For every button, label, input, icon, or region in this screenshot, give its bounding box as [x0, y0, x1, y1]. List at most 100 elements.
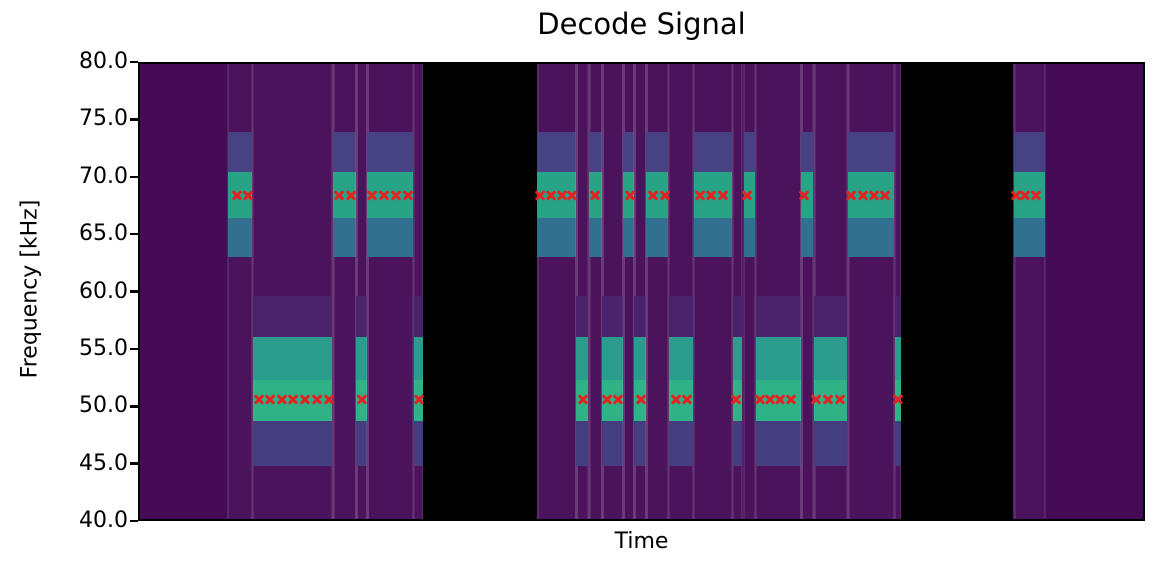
column-edge-stripe [812, 64, 815, 519]
column-edge-stripe [645, 64, 648, 519]
column-edge-stripe [355, 64, 358, 519]
column-edge-stripe [692, 64, 696, 519]
column-edge-stripe [355, 64, 358, 519]
column-edge-stripe [1013, 64, 1016, 519]
column-edge-stripe [633, 64, 636, 519]
decode-marker-high [695, 190, 705, 200]
column-edge-stripe [536, 64, 539, 519]
column-edge-stripe [691, 64, 695, 519]
band-low [413, 337, 423, 381]
band-low [634, 337, 646, 381]
band-high [801, 132, 814, 173]
y-tick-mark [130, 118, 138, 121]
band-low [602, 421, 624, 466]
band-low [732, 421, 742, 466]
decode-marker-low [300, 395, 310, 405]
decode-marker-high [379, 190, 389, 200]
decode-marker-low [312, 395, 322, 405]
decode-marker-high [403, 190, 413, 200]
y-tick-label: 75.0 [79, 106, 128, 132]
chart-title: Decode Signal [537, 7, 746, 41]
column-edge-stripe [731, 64, 735, 519]
band-high [801, 217, 814, 258]
decode-marker-low [811, 395, 821, 405]
column-edge-stripe [251, 64, 255, 519]
decode-marker-high [535, 190, 545, 200]
band-low [252, 421, 333, 466]
y-tick-label: 80.0 [79, 49, 128, 74]
decode-marker-high [334, 190, 344, 200]
column-edge-stripe [800, 64, 803, 519]
band-high [693, 217, 732, 258]
band-high [367, 132, 413, 173]
band-high [693, 132, 732, 173]
decode-marker-high [590, 190, 600, 200]
band-low [894, 296, 901, 337]
band-low [576, 296, 589, 337]
column-edge-stripe [847, 64, 850, 519]
column-edge-stripe [332, 64, 335, 519]
band-low [413, 296, 423, 337]
band-high [848, 132, 894, 173]
band-low [252, 337, 333, 381]
decode-marker-low [893, 395, 903, 405]
band-high [589, 217, 603, 258]
decode-marker-low [636, 395, 646, 405]
band-high [1014, 132, 1045, 173]
decode-marker-low [288, 395, 298, 405]
decode-marker-low [613, 395, 623, 405]
decode-marker-low [835, 395, 845, 405]
band-low [602, 296, 624, 337]
column-edge-stripe [331, 64, 334, 519]
band-low [634, 296, 646, 337]
decode-marker-high [660, 190, 670, 200]
column-edge-stripe [846, 64, 849, 519]
plot-area [138, 62, 1145, 521]
decode-marker-low [786, 395, 796, 405]
band-high [367, 217, 413, 258]
band-low [814, 296, 848, 337]
y-tick-mark [130, 290, 138, 293]
column-edge-stripe [366, 64, 369, 519]
column-edge-stripe [892, 64, 896, 519]
band-low [634, 421, 646, 466]
band-high [646, 217, 668, 258]
band-high [743, 217, 755, 258]
decode-marker-high [648, 190, 658, 200]
column-edge-stripe [411, 64, 415, 519]
band-high [623, 217, 635, 258]
column-edge-stripe [666, 64, 670, 519]
decode-marker-high [367, 190, 377, 200]
column-edge-stripe [226, 64, 230, 519]
band-low [755, 296, 802, 337]
band-high [333, 217, 357, 258]
band-high [848, 217, 894, 258]
band-low [814, 421, 848, 466]
band-low [894, 421, 901, 466]
decode-marker-high [742, 190, 752, 200]
column-edge-stripe [412, 64, 416, 519]
y-tick-mark [130, 462, 138, 465]
y-tick-label: 40.0 [79, 508, 128, 533]
band-low [894, 337, 901, 381]
band-low [576, 421, 589, 466]
band-low [602, 337, 624, 381]
y-tick-mark [130, 405, 138, 408]
blackout-band [422, 64, 538, 519]
decode-marker-low [265, 395, 275, 405]
band-high [537, 132, 577, 173]
band-low [814, 337, 848, 381]
band-high [589, 132, 603, 173]
y-tick-mark [130, 232, 138, 236]
column-edge-stripe [800, 64, 803, 519]
column-edge-stripe [587, 64, 590, 519]
column-edge-stripe [588, 64, 591, 519]
column-edge-stripe [753, 64, 757, 519]
y-tick-mark [130, 60, 138, 64]
blackout-band [900, 64, 1013, 519]
decode-marker-low [775, 395, 785, 405]
decode-marker-low [254, 395, 264, 405]
band-low [668, 296, 693, 337]
band-high [743, 132, 755, 173]
decode-marker-low [277, 395, 287, 405]
